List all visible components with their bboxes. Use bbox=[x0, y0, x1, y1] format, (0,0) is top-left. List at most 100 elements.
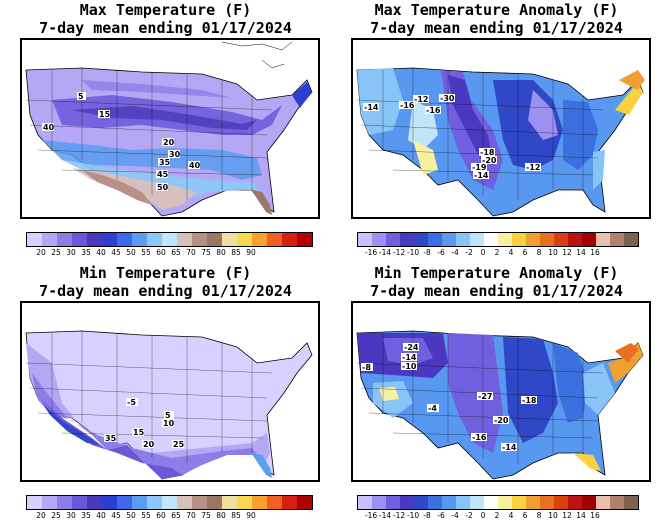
colorbar-swatch bbox=[72, 496, 87, 509]
contour-label: -16 bbox=[400, 101, 415, 110]
colorbar-swatch bbox=[87, 496, 102, 509]
colorbar-swatch bbox=[147, 496, 162, 509]
map-max-temperature: 5 15 40 20 30 35 40 45 50 bbox=[20, 38, 320, 219]
colorbar-tick-label: 4 bbox=[508, 511, 514, 520]
colorbar-tick-label: 45 bbox=[111, 248, 121, 257]
colorbar-tick-label: 70 bbox=[186, 511, 196, 520]
contour-label: -12 bbox=[414, 95, 428, 104]
contour-label: -18 bbox=[480, 148, 495, 157]
colorbar-swatch bbox=[484, 233, 498, 246]
colorbar-tick-label: 20 bbox=[36, 248, 46, 257]
colorbar-tick-label: 0 bbox=[480, 511, 486, 520]
colorbar-swatch bbox=[428, 233, 442, 246]
panel-max-temperature: Max Temperature (F) 7-day mean ending 01… bbox=[0, 0, 331, 263]
colorbar-swatch bbox=[610, 233, 624, 246]
colorbar-swatch bbox=[414, 496, 428, 509]
colorbar-swatch bbox=[42, 233, 57, 246]
colorbar-swatch bbox=[42, 496, 57, 509]
contour-label: 20 bbox=[163, 138, 175, 147]
contour-label: 35 bbox=[159, 158, 171, 167]
colorbar-swatch bbox=[498, 233, 512, 246]
colorbar-swatch bbox=[554, 233, 568, 246]
panel-max-temperature-anomaly: Max Temperature Anomaly (F) 7-day mean e… bbox=[331, 0, 662, 263]
colorbar-swatch bbox=[132, 496, 147, 509]
colorbar-tick-label: 8 bbox=[536, 248, 542, 257]
contour-label: 5 bbox=[78, 92, 84, 101]
colorbar-swatch bbox=[484, 496, 498, 509]
colorbar-swatch bbox=[554, 496, 568, 509]
contour-label: -18 bbox=[522, 396, 537, 405]
colorbar-swatch bbox=[400, 496, 414, 509]
colorbar-tick-label: 35 bbox=[81, 248, 91, 257]
colorbar-swatch bbox=[222, 233, 237, 246]
colorbar-swatch bbox=[568, 233, 582, 246]
colorbar-ticks: 20 25 30 35 40 45 50 55 60 65 70 75 80 85 90 bbox=[26, 248, 326, 258]
colorbar-tick-label: 45 bbox=[111, 511, 121, 520]
colorbar-tick-label: 14 bbox=[576, 511, 586, 520]
colorbar-tick-label: -4 bbox=[451, 511, 459, 520]
colorbar-tick-label: 55 bbox=[141, 511, 151, 520]
colorbar-swatch bbox=[582, 496, 596, 509]
colorbar-swatch bbox=[57, 496, 72, 509]
colorbar-ticks: -16 -14 -12 -10 -8 -6 -4 -2 0 2 4 6 8 10 12 14 16 bbox=[357, 511, 657, 521]
colorbar-tick-label: 20 bbox=[36, 511, 46, 520]
contour-label: -20 bbox=[482, 156, 497, 165]
colorbar-swatch bbox=[192, 233, 207, 246]
colorbar-ticks: -16 -14 -12 -10 -8 -6 -4 -2 0 2 4 6 8 10 12 14 16 bbox=[357, 248, 657, 258]
colorbar-tick-label: 90 bbox=[246, 511, 256, 520]
map-min-temperature: -5 5 10 15 20 25 35 bbox=[20, 301, 320, 482]
colorbar-swatch bbox=[237, 233, 252, 246]
colorbar-swatch bbox=[400, 233, 414, 246]
colorbar-tick-label: 65 bbox=[171, 511, 181, 520]
colorbar-swatch bbox=[192, 496, 207, 509]
contour-label: -12 bbox=[526, 163, 540, 172]
contour-label: 15 bbox=[133, 428, 145, 437]
colorbar-tick-label: 6 bbox=[522, 248, 528, 257]
colorbar-ticks: 20 25 30 35 40 45 50 55 60 65 70 75 80 85 90 bbox=[26, 511, 326, 521]
colorbar-swatch bbox=[162, 496, 177, 509]
colorbar-swatch bbox=[540, 233, 554, 246]
colorbar-tick-label: 8 bbox=[536, 511, 542, 520]
colorbar-tick-label: 90 bbox=[246, 248, 256, 257]
colorbar-swatch bbox=[147, 233, 162, 246]
colorbar-swatch bbox=[568, 496, 582, 509]
colorbar-tick-label: 14 bbox=[576, 248, 586, 257]
colorbar-tick-label: 10 bbox=[548, 511, 558, 520]
colorbar-swatch bbox=[282, 233, 297, 246]
colorbar-tick-label: -2 bbox=[465, 511, 473, 520]
map-min-temperature-anomaly: -24 -14 -10 -8 -4 -27 -18 -20 -16 -14 bbox=[351, 301, 651, 482]
colorbar-swatch bbox=[132, 233, 147, 246]
contour-label: 25 bbox=[173, 440, 185, 449]
colorbar-swatch bbox=[252, 496, 267, 509]
colorbar-swatch bbox=[610, 496, 624, 509]
colorbar-tick-label: -16 bbox=[364, 248, 378, 257]
colorbar-swatch bbox=[470, 233, 484, 246]
colorbar-swatch bbox=[596, 496, 610, 509]
colorbar-tick-label: 6 bbox=[522, 511, 528, 520]
panel-subtitle: 7-day mean ending 01/17/2024 bbox=[370, 282, 623, 300]
colorbar-tick-label: 50 bbox=[126, 248, 136, 257]
colorbar-tick-label: 2 bbox=[494, 248, 500, 257]
contour-label: -14 bbox=[474, 171, 489, 180]
contour-labels: 5 15 40 20 30 35 40 45 50 bbox=[42, 92, 201, 192]
colorbar-swatch bbox=[358, 233, 372, 246]
colorbar-tick-label: 2 bbox=[494, 511, 500, 520]
colorbar-swatch bbox=[72, 233, 87, 246]
colorbar-tick-label: -4 bbox=[451, 248, 459, 257]
colorbar bbox=[26, 232, 313, 247]
colorbar-swatch bbox=[207, 233, 222, 246]
contour-label: -14 bbox=[402, 353, 417, 362]
colorbar-swatch bbox=[87, 233, 102, 246]
contour-label: 15 bbox=[99, 110, 111, 119]
colorbar-tick-label: -8 bbox=[423, 511, 431, 520]
contour-label: 30 bbox=[169, 150, 181, 159]
panel-min-temperature-anomaly: Min Temperature Anomaly (F) 7-day mean e… bbox=[331, 263, 662, 526]
colorbar-swatch bbox=[207, 496, 222, 509]
colorbar-swatch bbox=[582, 233, 596, 246]
contour-label: 40 bbox=[43, 123, 55, 132]
colorbar bbox=[357, 232, 639, 247]
colorbar-tick-label: 30 bbox=[66, 511, 76, 520]
colorbar-swatch bbox=[27, 496, 42, 509]
colorbar-swatch bbox=[624, 496, 638, 509]
colorbar-tick-label: -12 bbox=[392, 511, 406, 520]
